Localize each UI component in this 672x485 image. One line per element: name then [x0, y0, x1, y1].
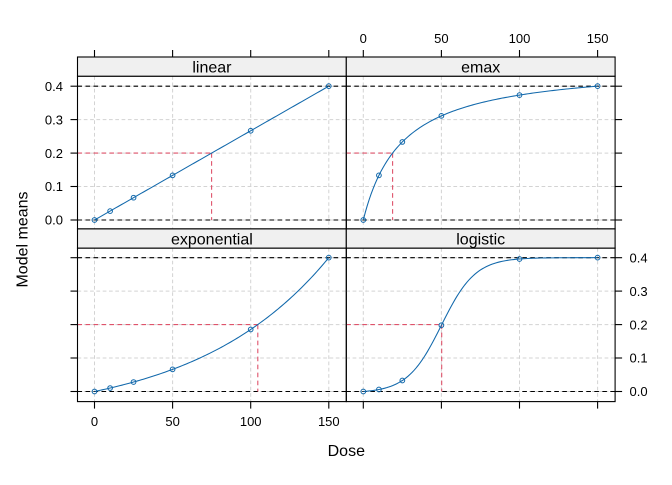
svg-text:0.0: 0.0: [45, 213, 63, 228]
svg-text:100: 100: [240, 414, 262, 429]
svg-text:logistic: logistic: [456, 231, 505, 248]
svg-text:0.2: 0.2: [45, 146, 63, 161]
svg-text:0.3: 0.3: [45, 112, 63, 127]
svg-text:0.2: 0.2: [630, 317, 648, 332]
svg-text:linear: linear: [192, 59, 232, 76]
svg-text:0.1: 0.1: [45, 179, 63, 194]
svg-text:0.1: 0.1: [630, 351, 648, 366]
svg-text:100: 100: [509, 31, 531, 46]
svg-text:exponential: exponential: [171, 231, 253, 248]
svg-text:0: 0: [360, 31, 367, 46]
svg-text:50: 50: [434, 31, 448, 46]
svg-text:50: 50: [165, 414, 179, 429]
svg-text:0.0: 0.0: [630, 384, 648, 399]
svg-text:0.3: 0.3: [630, 284, 648, 299]
svg-text:150: 150: [318, 414, 340, 429]
svg-text:150: 150: [587, 31, 609, 46]
svg-text:emax: emax: [461, 59, 500, 76]
svg-text:0: 0: [91, 414, 98, 429]
svg-text:Dose: Dose: [328, 443, 365, 460]
svg-text:Model means: Model means: [15, 191, 32, 287]
svg-text:0.4: 0.4: [630, 250, 648, 265]
svg-text:0.4: 0.4: [45, 79, 63, 94]
